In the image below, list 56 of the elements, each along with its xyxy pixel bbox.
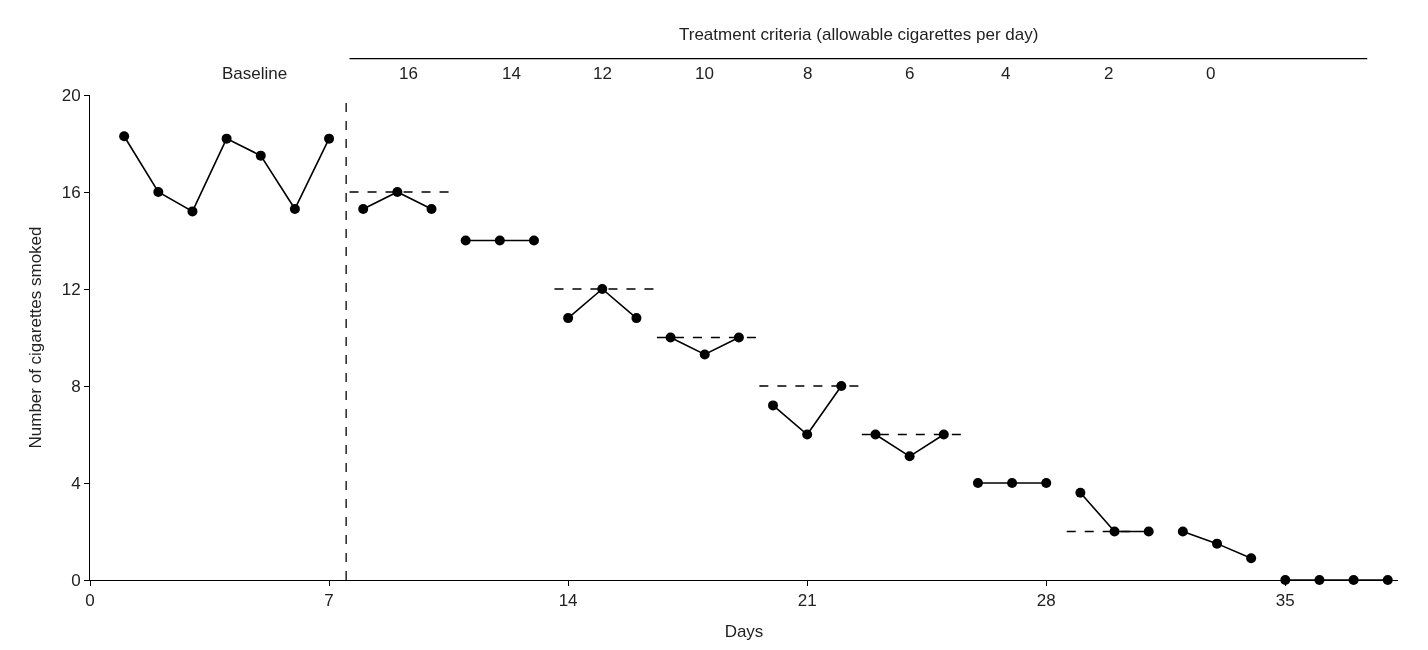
text: 4 [1001, 64, 1011, 83]
point [938, 429, 949, 440]
point [631, 313, 642, 324]
point [699, 349, 710, 360]
point [1007, 478, 1018, 488]
point [1075, 487, 1086, 498]
point [494, 235, 505, 246]
point [1246, 553, 1257, 564]
point [153, 187, 164, 197]
point [221, 133, 232, 144]
y-tick-label: 12 [61, 279, 81, 299]
text: 16 [399, 64, 418, 83]
point [563, 313, 574, 324]
x-tick-label: 21 [797, 591, 817, 611]
point [836, 381, 847, 391]
point [187, 206, 198, 217]
y-tick-label: 16 [61, 182, 81, 202]
point [255, 150, 266, 161]
text: 14 [502, 64, 521, 83]
x-tick-label: 14 [558, 591, 578, 611]
x-axis-title: Days [724, 621, 764, 641]
point [802, 429, 813, 440]
point [597, 284, 608, 294]
y-tick-label: 4 [71, 473, 81, 493]
y-tick-label: 0 [71, 570, 81, 590]
x-tick-label: 7 [324, 591, 334, 611]
point [904, 451, 915, 462]
y-tick-label: 8 [71, 376, 81, 396]
text: 0 [1206, 64, 1216, 83]
point [289, 203, 300, 214]
point [1143, 526, 1154, 537]
text: 10 [695, 64, 714, 83]
x-tick-label: 0 [85, 591, 95, 611]
point [426, 203, 437, 214]
text: 12 [593, 64, 612, 83]
point [358, 203, 369, 214]
point [460, 235, 471, 246]
y-axis-title: Number of cigarettes smoked [26, 226, 46, 449]
text: 2 [1104, 64, 1114, 83]
y-tick-label: 20 [61, 85, 81, 105]
point [119, 131, 130, 142]
point [1212, 538, 1222, 549]
point [528, 235, 539, 246]
text: Treatment criteria (allowable cigarettes per day) [679, 25, 1039, 44]
point [1041, 478, 1052, 488]
x-tick-label: 28 [1036, 591, 1056, 611]
point [324, 133, 335, 144]
text: 6 [905, 64, 915, 83]
point [768, 400, 779, 411]
point [972, 478, 983, 488]
text: 8 [803, 64, 813, 83]
x-tick-label: 35 [1275, 591, 1295, 611]
text: Baseline [222, 64, 288, 83]
point [392, 187, 403, 197]
point [1177, 526, 1188, 537]
point [733, 332, 744, 343]
